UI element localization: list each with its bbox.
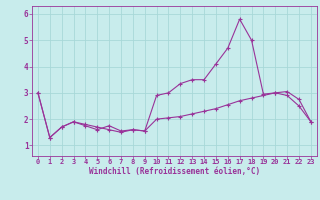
X-axis label: Windchill (Refroidissement éolien,°C): Windchill (Refroidissement éolien,°C) <box>89 167 260 176</box>
